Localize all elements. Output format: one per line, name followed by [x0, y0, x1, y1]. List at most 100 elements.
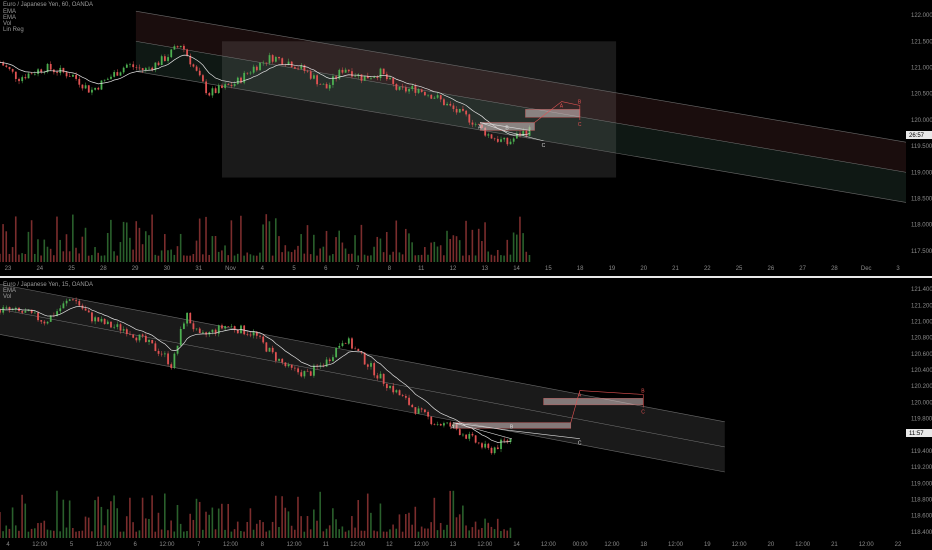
- top-xtick-label: 30: [164, 266, 171, 272]
- top-volume-bar: [363, 254, 366, 262]
- top-candle-body: [525, 130, 528, 136]
- top-candle-body: [198, 70, 201, 76]
- top-chart-title: Euro / Japanese Yen, 60, OANDA: [3, 2, 93, 8]
- top-xtick-label: 29: [132, 266, 139, 272]
- top-volume-bar: [427, 254, 429, 262]
- bot-candle-body: [170, 364, 173, 368]
- top-candle-body: [271, 55, 274, 62]
- top-candle-body: [18, 78, 20, 82]
- top-candle-body: [252, 66, 255, 73]
- bot-xtick-label: 12:00: [96, 542, 112, 548]
- bot-xtick-label: 12:00: [223, 542, 239, 548]
- bot-xtick-label: 12:00: [795, 542, 811, 548]
- top-volume-bar: [509, 254, 512, 262]
- top-candle-body: [75, 74, 78, 79]
- bot-candle-body: [132, 334, 135, 338]
- bot-volume-bar: [309, 529, 312, 538]
- top-xtick-label: 26: [768, 266, 775, 272]
- top-y-axis-ticks: 122.000 121.500 121.000 120.500 120.000 119.5…: [911, 13, 932, 255]
- top-candle-body: [522, 130, 525, 136]
- bot-volume-bar: [103, 525, 106, 538]
- top-volume-bar: [309, 254, 312, 262]
- bot-xtick-label: 12:00: [668, 542, 684, 548]
- bot-volume-bar: [233, 529, 236, 538]
- bot-volume-bar: [433, 497, 436, 538]
- panel-divider[interactable]: [0, 276, 932, 278]
- bottom-chart-title: Euro / Japanese Yen, 15, OANDA: [3, 282, 93, 288]
- top-chart-panel[interactable]: A B C A B C 122.000 121.500 121.000 120.500 120.0…: [0, 0, 932, 275]
- top-volume-bar: [420, 254, 423, 262]
- top-volume-bar: [189, 255, 191, 262]
- top-candle-body: [230, 85, 233, 86]
- bot-volume-bar: [300, 516, 302, 538]
- top-volume-bar: [512, 232, 515, 262]
- bot-volume-bar: [487, 522, 490, 538]
- top-candle-body: [443, 99, 445, 106]
- bot-candle-body: [49, 315, 52, 322]
- top-volume-bar: [154, 254, 157, 262]
- top-volume-bar: [217, 251, 220, 262]
- bot-volume-bar: [81, 530, 84, 538]
- bot-volume-bar: [325, 528, 328, 538]
- top-candle-body: [468, 114, 471, 123]
- top-candle-body: [214, 88, 217, 93]
- bot-volume-bar: [87, 517, 90, 538]
- top-candle-body: [116, 72, 119, 76]
- top-candle-body: [106, 78, 109, 80]
- top-candle-body: [176, 46, 179, 48]
- bot-volume-bar: [2, 531, 4, 538]
- top-candle-body: [439, 95, 442, 100]
- bot-xtick-label: 12:00: [541, 542, 557, 548]
- top-candle-body: [446, 103, 449, 106]
- top-candle-body: [8, 66, 11, 70]
- bot-volume-bar: [338, 529, 340, 538]
- top-volume-bar: [113, 251, 115, 262]
- top-volume-bar: [395, 220, 398, 262]
- bot-candle-body: [202, 332, 204, 334]
- bot-volume-bar: [458, 514, 461, 538]
- bottom-indicator-ema[interactable]: EMA: [3, 288, 16, 294]
- top-volume-bar: [357, 255, 360, 262]
- bot-xtick-label: 12:00: [414, 542, 430, 548]
- top-candle-body: [404, 87, 407, 92]
- bot-candle-body: [376, 375, 379, 379]
- bot-volume-bar: [116, 508, 119, 538]
- top-candle-body: [420, 89, 423, 92]
- bot-candle-body: [227, 326, 230, 327]
- top-candle-body: [46, 63, 49, 72]
- bot-volume-bar: [249, 508, 252, 538]
- top-indicator-ema-1[interactable]: EMA: [3, 9, 16, 15]
- top-volume-bar: [439, 245, 442, 262]
- top-volume-bar: [487, 251, 490, 262]
- top-volume-bar: [525, 251, 528, 262]
- top-xtick-label: 25: [68, 266, 75, 272]
- bot-candle-body: [335, 347, 338, 358]
- top-volume-bar: [471, 229, 474, 262]
- bot-candle-body: [113, 326, 116, 328]
- top-candle-body: [154, 62, 157, 71]
- bot-candle-body: [433, 424, 436, 425]
- top-ytick-label: 117.500: [911, 249, 932, 255]
- bot-volume-bar: [27, 531, 30, 538]
- bot-candle-body: [360, 351, 363, 353]
- top-candle-body: [395, 83, 398, 90]
- top-indicator-linreg[interactable]: Lin Reg: [3, 27, 24, 33]
- top-indicator-ema-2[interactable]: EMA: [3, 15, 16, 21]
- bot-volume-bar: [119, 531, 122, 538]
- bot-volume-bar: [0, 512, 1, 538]
- top-candle-body: [170, 49, 173, 58]
- bottom-indicator-vol[interactable]: Vol: [3, 294, 11, 300]
- bot-volume-bar: [205, 511, 207, 538]
- top-volume-bar: [319, 248, 321, 262]
- top-indicator-vol[interactable]: Vol: [3, 21, 11, 27]
- bot-volume-bar: [179, 523, 182, 538]
- top-volume-bar: [255, 255, 258, 262]
- top-candle-body: [87, 85, 90, 93]
- bot-volume-bar: [46, 529, 49, 538]
- bottom-chart-panel[interactable]: A B C A B C 121.400 121.200 121.000 120.800 120.6…: [0, 279, 932, 548]
- top-candle-body: [493, 138, 496, 140]
- bot-volume-bar: [341, 526, 344, 538]
- top-volume-bar: [382, 252, 385, 262]
- top-volume-bar: [424, 247, 426, 262]
- top-volume-bar: [240, 215, 242, 262]
